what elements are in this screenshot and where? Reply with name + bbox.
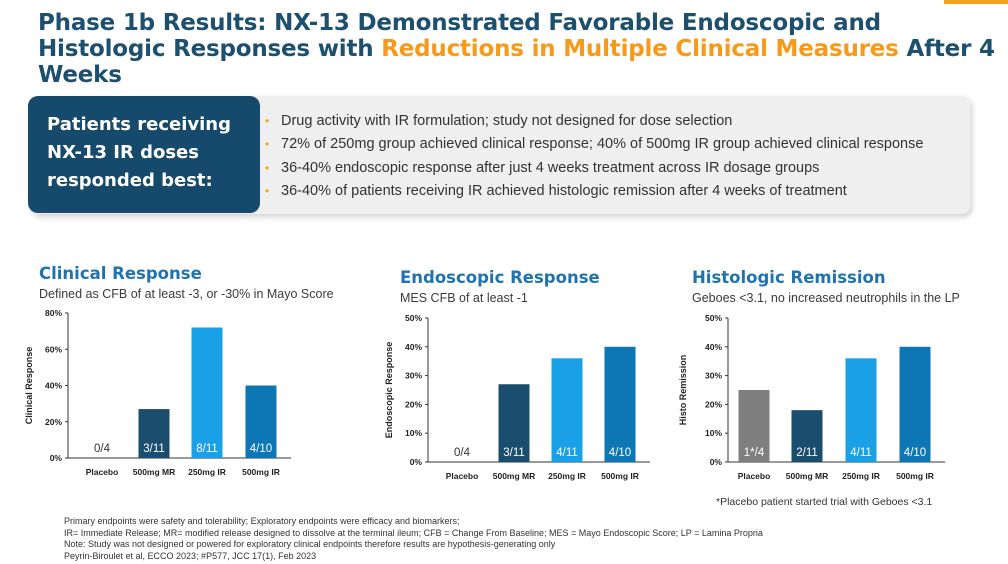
- bar-data-label: 4/10: [250, 443, 272, 455]
- bar-data-label: 8/11: [196, 443, 218, 455]
- y-tick-label: 80%: [45, 308, 62, 318]
- x-tick-label: 250mg IR: [548, 471, 586, 481]
- bar-data-label: 4/11: [556, 447, 578, 459]
- endoscopic-response-chart: 0% 10% 20% 30% 40% 50% Endoscopic Response 0/4 P…: [384, 313, 650, 481]
- x-tick-label: Placebo: [738, 471, 771, 481]
- placebo-footnote: *Placebo patient started trial with Gebo…: [716, 496, 933, 508]
- footnote-line: IR= Immediate Release; MR= modified rele…: [64, 527, 763, 538]
- footnote-line: Primary endpoints were safety and tolera…: [64, 516, 460, 526]
- y-tick-label: 0%: [710, 457, 723, 467]
- endoscopic-chart-subtitle: MES CFB of at least -1: [400, 291, 528, 305]
- y-tick-label: 30%: [705, 371, 722, 381]
- bar: [498, 384, 530, 462]
- y-tick-label: 10%: [705, 428, 722, 438]
- bullet-item: • 72% of 250mg group achieved clinical re…: [265, 133, 975, 156]
- y-tick-label: 0%: [410, 457, 423, 467]
- bullet-text: 36-40% endoscopic response after just 4 …: [281, 159, 820, 176]
- bar-data-label: 0/4: [454, 447, 471, 459]
- y-tick-label: 50%: [405, 313, 422, 323]
- x-tick-label: Placebo: [86, 467, 119, 477]
- y-tick-label: 10%: [405, 428, 422, 438]
- bullet-text: 72% of 250mg group achieved clinical res…: [281, 136, 924, 153]
- y-tick-label: 40%: [705, 342, 722, 352]
- bullet-item: • Drug activity with IR formulation; stud…: [265, 110, 975, 133]
- histologic-remission-chart: 0% 10% 20% 30% 40% 50% Histo Remission 1*/4 Plac…: [678, 313, 945, 481]
- bullet-dot-icon: •: [265, 114, 270, 128]
- y-tick-label: 30%: [405, 371, 422, 381]
- x-tick-label: 500mg IR: [896, 471, 934, 481]
- title-highlight: Reductions in Multiple Clinical Measures: [381, 36, 899, 62]
- bar-data-label: 0/4: [94, 443, 111, 455]
- bar-data-label: 4/10: [904, 447, 926, 459]
- bullet-item: • 36-40% of patients receiving IR achieve…: [265, 180, 975, 203]
- bullet-dot-icon: •: [265, 183, 270, 198]
- x-tick-label: 500mg IR: [242, 467, 280, 477]
- x-tick-label: Placebo: [446, 471, 479, 481]
- y-tick-label: 20%: [705, 399, 722, 409]
- bar: [604, 346, 636, 462]
- title-part-1: Phase 1b Results: NX-13 Demonstrated Fav…: [38, 10, 881, 62]
- footnote-line: Peyrin-Biroulet et al, ECCO 2023; #P577,…: [64, 551, 317, 562]
- bar: [138, 409, 170, 458]
- bar-data-label: 1*/4: [744, 447, 765, 459]
- y-tick-label: 40%: [405, 342, 422, 352]
- histologic-chart-subtitle: Geboes <3.1, no increased neutrophils in…: [692, 291, 960, 305]
- footnotes: Primary endpoints were safety and tolera…: [64, 516, 763, 563]
- bar-data-label: 3/11: [143, 443, 165, 455]
- x-tick-label: 500mg MR: [786, 471, 829, 481]
- clinical-response-chart: 0% 20% 40% 60% 80% Clinical Response 0/4 Placeb…: [24, 308, 291, 477]
- histologic-chart-title: Histologic Remission: [692, 268, 886, 287]
- bar: [791, 410, 823, 462]
- y-tick-label: 20%: [405, 399, 422, 409]
- y-axis-label: Endoscopic Response: [384, 342, 394, 439]
- endoscopic-chart-title: Endoscopic Response: [400, 268, 600, 287]
- summary-bullets: • Drug activity with IR formulation; stud…: [265, 110, 975, 203]
- y-tick-label: 0%: [50, 453, 63, 463]
- bar: [899, 346, 931, 462]
- title-part-3: After 4 Weeks: [38, 36, 995, 88]
- bullet-text: 36-40% of patients receiving IR achieved…: [281, 182, 847, 199]
- x-tick-label: 250mg IR: [188, 467, 226, 477]
- y-tick-label: 50%: [705, 313, 722, 323]
- y-axis-label: Clinical Response: [24, 347, 34, 425]
- clinical-chart-subtitle: Defined as CFB of at least -3, or -30% i…: [39, 287, 334, 301]
- bar: [738, 390, 770, 462]
- summary-heading-box: [28, 96, 260, 213]
- bullet-text: Drug activity with IR formulation; study…: [281, 113, 733, 129]
- x-tick-label: 250mg IR: [842, 471, 880, 481]
- bar-data-label: 4/11: [850, 447, 872, 459]
- y-axis-label: Histo Remission: [678, 355, 688, 426]
- bar-data-label: 2/11: [796, 447, 818, 459]
- x-tick-label: 500mg IR: [601, 471, 639, 481]
- bar-data-label: 4/10: [609, 447, 631, 459]
- y-tick-label: 60%: [45, 344, 62, 354]
- summary-heading: Patients receiving NX-13 IR doses respon…: [47, 114, 231, 191]
- bar-data-label: 3/11: [503, 447, 525, 459]
- y-tick-label: 20%: [45, 417, 62, 427]
- bar: [845, 358, 877, 462]
- bar: [245, 385, 277, 458]
- clinical-chart-title: Clinical Response: [39, 264, 202, 283]
- y-tick-label: 40%: [45, 381, 62, 391]
- bullet-dot-icon: •: [265, 160, 270, 175]
- bullet-dot-icon: •: [265, 137, 270, 152]
- slide-title: Phase 1b Results: NX-13 Demonstrated Fav…: [38, 10, 998, 88]
- x-tick-label: 500mg MR: [133, 467, 176, 477]
- x-tick-label: 500mg MR: [493, 471, 536, 481]
- bar: [191, 327, 223, 458]
- bar: [551, 358, 583, 462]
- accent-bar: [944, 0, 1008, 4]
- bullet-item: • 36-40% endoscopic response after just 4…: [265, 157, 975, 180]
- footnote-line: Note: Study was not designed or powered …: [64, 539, 556, 550]
